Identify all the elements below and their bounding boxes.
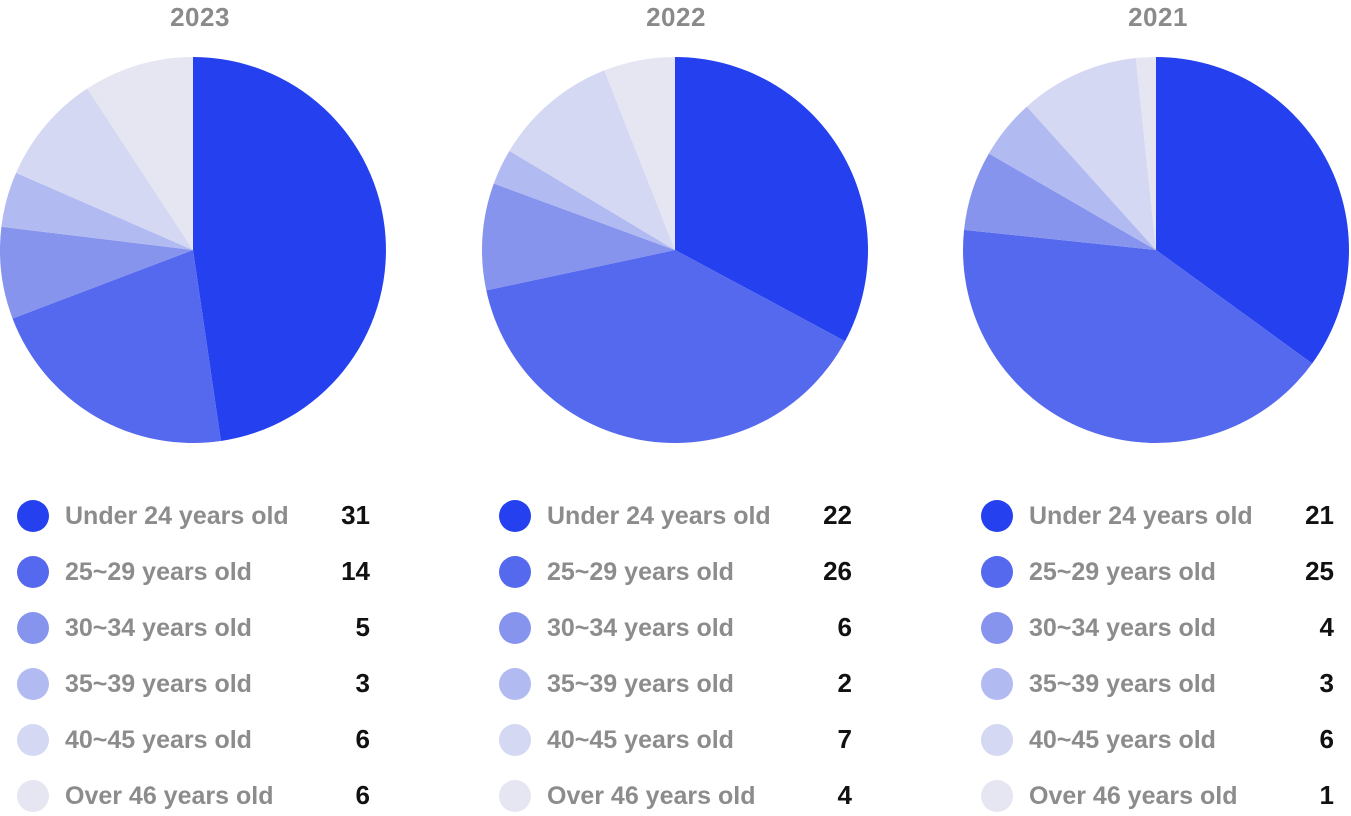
pie-slice-5: [87, 57, 193, 250]
pie-svg: [0, 57, 386, 443]
legend-label: 25~29 years old: [65, 558, 252, 586]
pie-slice-2: [0, 226, 194, 319]
pie-slice-4: [1026, 58, 1156, 251]
legend-item: Over 46 years old 4: [482, 776, 852, 816]
legend-value: 6: [355, 724, 370, 754]
legend-swatch: [499, 668, 531, 700]
pie-slice-1: [12, 250, 221, 443]
pie-slice-0: [193, 57, 386, 441]
legend-value: 6: [355, 780, 370, 810]
legend-value: 2: [837, 668, 852, 698]
legend-value: 6: [837, 612, 852, 642]
legend-swatch: [17, 780, 49, 812]
legend-swatch: [17, 668, 49, 700]
legend-item: 25~29 years old 14: [0, 552, 370, 592]
legend-item: Over 46 years old 1: [964, 776, 1334, 816]
chart-title: 2023: [170, 2, 230, 32]
legend-value: 21: [1305, 500, 1334, 530]
legend-swatch: [17, 612, 49, 644]
legend-swatch: [981, 612, 1013, 644]
legend-swatch: [981, 780, 1013, 812]
pie-chart-2022: 2022 Under 24 years old 22 25~29 years old…: [481, 0, 882, 812]
legend-swatch: [17, 500, 49, 532]
legend-swatch: [499, 556, 531, 588]
legend-item: 30~34 years old 6: [482, 608, 852, 648]
legend-label: Over 46 years old: [547, 782, 756, 810]
pie-slice-4: [509, 70, 675, 250]
legend-label: 30~34 years old: [65, 614, 252, 642]
legend-value: 26: [823, 556, 852, 586]
pie-chart-2023: 2023 Under 24 years old 31 25~29 years old…: [0, 0, 400, 812]
legend-label: 35~39 years old: [547, 670, 734, 698]
pie-slice-3: [493, 150, 675, 250]
legend-swatch: [499, 780, 531, 812]
legend-label: 25~29 years old: [1029, 558, 1216, 586]
legend-item: 25~29 years old 25: [964, 552, 1334, 592]
legend-swatch: [981, 724, 1013, 756]
legend-label: Under 24 years old: [65, 502, 289, 530]
legend-value: 14: [341, 556, 370, 586]
legend-item: 40~45 years old 6: [964, 720, 1334, 760]
legend-item: 30~34 years old 5: [0, 608, 370, 648]
pie-slice-2: [964, 153, 1156, 250]
pie-slice-1: [963, 229, 1313, 443]
legend-swatch: [17, 556, 49, 588]
legend-swatch: [981, 556, 1013, 588]
legend-label: 40~45 years old: [65, 726, 252, 754]
pie-slice-3: [1, 172, 193, 250]
legend-value: 4: [837, 780, 852, 810]
legend-label: 40~45 years old: [547, 726, 734, 754]
legend-value: 3: [355, 668, 370, 698]
legend-swatch: [499, 500, 531, 532]
legend-label: 35~39 years old: [65, 670, 252, 698]
legend-label: 30~34 years old: [1029, 614, 1216, 642]
legend-value: 3: [1319, 668, 1334, 698]
chart-title: 2021: [1128, 2, 1188, 32]
legend-label: 35~39 years old: [1029, 670, 1216, 698]
legend-item: Over 46 years old 6: [0, 776, 370, 816]
pie-slice-3: [988, 106, 1156, 250]
legend-swatch: [981, 668, 1013, 700]
legend-swatch: [499, 724, 531, 756]
legend-value: 22: [823, 500, 852, 530]
legend-label: Over 46 years old: [65, 782, 274, 810]
legend-item: 35~39 years old 3: [0, 664, 370, 704]
pie-slice-5: [1135, 57, 1156, 250]
legend-value: 6: [1319, 724, 1334, 754]
chart-title: 2022: [646, 2, 706, 32]
legend-label: Under 24 years old: [547, 502, 771, 530]
pie-slice-0: [675, 57, 869, 342]
legend-value: 25: [1305, 556, 1334, 586]
pie-slice-5: [604, 57, 675, 250]
legend-swatch: [499, 612, 531, 644]
legend-label: Over 46 years old: [1029, 782, 1238, 810]
pie-slice-0: [1156, 57, 1349, 364]
legend-value: 5: [355, 612, 370, 642]
legend-value: 7: [837, 724, 852, 754]
legend-label: 40~45 years old: [1029, 726, 1216, 754]
legend-value: 4: [1319, 612, 1334, 642]
legend-item: Under 24 years old 22: [482, 496, 852, 536]
legend-swatch: [981, 500, 1013, 532]
pie-chart-2021: 2021 Under 24 years old 21 25~29 years old…: [963, 0, 1351, 812]
legend-item: Under 24 years old 31: [0, 496, 370, 536]
legend-swatch: [17, 724, 49, 756]
legend-item: 30~34 years old 4: [964, 608, 1334, 648]
legend-value: 31: [341, 500, 370, 530]
pie-slice-1: [486, 250, 846, 444]
legend-item: 40~45 years old 6: [0, 720, 370, 760]
pie-slice-4: [16, 88, 194, 250]
legend-item: 35~39 years old 3: [964, 664, 1334, 704]
legend-item: 40~45 years old 7: [482, 720, 852, 760]
legend-label: Under 24 years old: [1029, 502, 1253, 530]
pie-slice-2: [481, 183, 675, 291]
legend-item: Under 24 years old 21: [964, 496, 1334, 536]
pie-svg: [481, 57, 869, 444]
legend-label: 25~29 years old: [547, 558, 734, 586]
legend-label: 30~34 years old: [547, 614, 734, 642]
pie-svg: [963, 57, 1349, 443]
legend-item: 25~29 years old 26: [482, 552, 852, 592]
legend-item: 35~39 years old 2: [482, 664, 852, 704]
legend-value: 1: [1319, 780, 1334, 810]
